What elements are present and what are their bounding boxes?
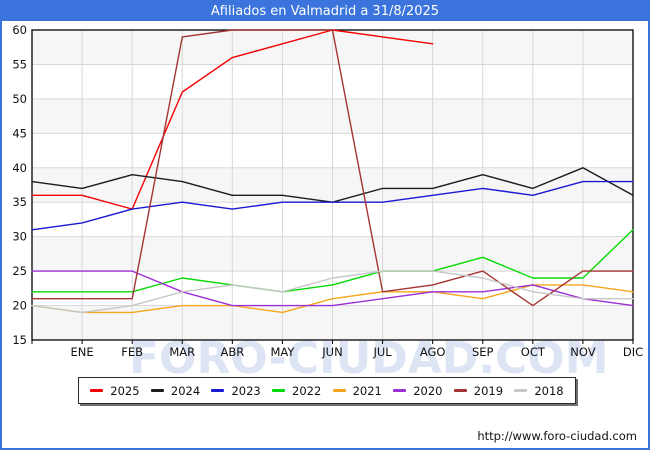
legend-item-2021: 2021 — [332, 383, 382, 398]
legend-dash-2018 — [514, 389, 528, 392]
legend-dash-2023 — [211, 389, 225, 392]
x-axis-label: JUN — [321, 345, 342, 359]
legend-item-2019: 2019 — [453, 383, 504, 398]
y-axis-label: 50 — [12, 92, 27, 106]
series-line-2023 — [31, 180, 634, 231]
x-axis-label: DIC — [623, 345, 643, 359]
watermark: FORO-CIUDAD.COM — [129, 333, 609, 384]
legend-item-2018: 2018 — [514, 383, 564, 398]
x-axis-label: NOV — [570, 345, 595, 359]
x-axis-label: ABR — [220, 345, 244, 359]
series-line-2020 — [31, 270, 634, 307]
legend-label-2024: 2024 — [170, 383, 201, 398]
x-axis-label: OCT — [521, 345, 546, 359]
x-axis-label: MAR — [169, 345, 195, 359]
legend-label-2019: 2019 — [473, 383, 504, 398]
legend-item-2022: 2022 — [272, 384, 321, 398]
series-line-2018 — [31, 270, 634, 314]
x-axis-label: ENE — [71, 345, 94, 359]
y-axis-label: 15 — [12, 333, 27, 347]
legend-label-2023: 2023 — [231, 383, 261, 398]
x-axis-label: MAY — [270, 345, 295, 359]
y-axis-label: 30 — [12, 230, 27, 244]
series-line-2025 — [31, 29, 434, 210]
legend-label-2022: 2022 — [292, 383, 322, 398]
y-axis-label: 55 — [12, 57, 27, 71]
chart-legend: 2025 2024 2023 2022 2021 2020 2019 2018 — [78, 377, 576, 404]
x-axis-label: JUL — [372, 345, 392, 359]
x-axis-label: FEB — [121, 345, 143, 359]
legend-item-2023: 2023 — [211, 383, 261, 398]
legend-label-2025: 2025 — [110, 383, 140, 398]
legend-label-2021: 2021 — [352, 383, 382, 398]
affiliates-line-chart: 15 20 25 30 35 40 45 50 55 60 ENE FEB MAR ABR MAY JUN JU… — [2, 2, 650, 438]
footer-url-link[interactable]: http://www.foro-ciudad.com — [477, 429, 637, 443]
legend-item-2024: 2024 — [150, 383, 201, 398]
y-axis-label: 60 — [12, 23, 27, 37]
y-axis-label: 35 — [12, 195, 27, 209]
series-line-2022 — [31, 229, 634, 293]
legend-label-2020: 2020 — [413, 383, 443, 398]
legend-dash-2022 — [272, 389, 286, 392]
chart-canvas: 15 20 25 30 35 40 45 50 55 60 ENE FEB MAR ABR MAY JUN JU… — [12, 23, 643, 359]
page-title: Afiliados en Valmadrid a 31/8/2025 — [210, 4, 440, 19]
y-axis-label: 45 — [12, 126, 27, 140]
y-axis-label: 20 — [12, 299, 27, 313]
y-axis-label: 25 — [12, 264, 27, 278]
legend-dash-2019 — [453, 389, 467, 392]
legend-label-2018: 2018 — [534, 383, 564, 398]
legend-item-2020: 2020 — [393, 384, 442, 398]
legend-dash-2024 — [150, 389, 164, 392]
series-line-2019 — [31, 29, 634, 307]
legend-dash-2020 — [393, 389, 407, 392]
x-axis-label: AGO — [420, 345, 446, 359]
legend-item-2025: 2025 — [90, 383, 140, 398]
title-bar: Afiliados en Valmadrid a 31/8/2025 — [2, 2, 648, 21]
y-axis-label: 40 — [12, 161, 27, 175]
legend-dash-2021 — [332, 389, 346, 392]
x-axis-label: SEP — [472, 345, 494, 359]
legend-dash-2025 — [90, 389, 104, 392]
